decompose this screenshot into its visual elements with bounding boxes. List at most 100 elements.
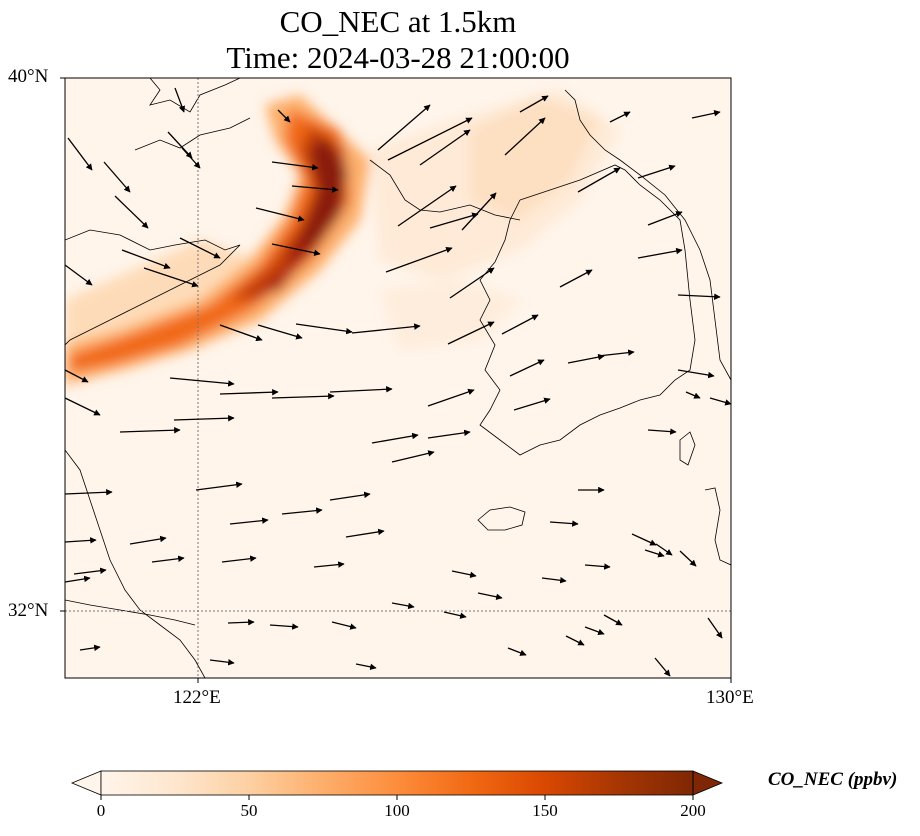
wind-arrow	[647, 428, 677, 435]
wind-arrow	[103, 161, 131, 193]
wind-arrow	[65, 369, 89, 383]
wind-arrow	[707, 617, 723, 639]
wind-arrow	[609, 111, 631, 123]
wind-arrow	[584, 626, 605, 636]
map-time-subtitle: Time: 2024-03-28 21:00:00	[226, 40, 570, 75]
wind-arrow	[427, 388, 475, 407]
wind-arrow	[65, 489, 113, 496]
wind-vectors	[65, 87, 731, 677]
colorbar-tick-label: 200	[680, 801, 706, 820]
wind-arrow	[461, 192, 497, 231]
wind-arrow	[391, 450, 435, 463]
wind-arrow	[507, 647, 527, 656]
wind-arrow	[655, 543, 673, 556]
wind-arrow	[195, 481, 243, 491]
lon-tick-122: 122°E	[173, 687, 221, 708]
wind-arrow	[654, 657, 671, 677]
colorbar-label: CO_NEC (ppbv)	[768, 769, 898, 790]
lat-tick-40: 40°N	[8, 66, 49, 87]
wind-arrow	[371, 432, 419, 444]
wind-arrow	[269, 623, 299, 630]
wind-arrow	[685, 391, 701, 399]
colorbar-tick-label: 0	[96, 801, 106, 820]
wind-arrow	[65, 264, 93, 286]
wind-arrow	[677, 293, 721, 300]
wind-arrow	[451, 570, 477, 578]
wind-arrow	[397, 185, 457, 227]
colorbar-tick-label: 100	[384, 801, 410, 820]
wind-arrow	[169, 377, 235, 387]
wind-arrow	[504, 117, 546, 156]
wind-arrow	[501, 314, 539, 335]
wind-arrow	[559, 269, 593, 288]
wind-arrow	[173, 414, 235, 422]
wind-arrow	[277, 109, 291, 123]
wind-arrow	[329, 491, 371, 501]
wind-arrow	[577, 167, 621, 193]
wind-arrow	[387, 117, 473, 161]
wind-arrow	[677, 369, 715, 379]
wind-arrow	[597, 349, 635, 357]
wind-arrow	[647, 211, 683, 226]
wind-arrow	[449, 267, 495, 299]
wind-arrow	[429, 212, 479, 229]
wind-arrow	[65, 397, 101, 416]
wind-arrow	[114, 195, 149, 229]
wind-arrow	[121, 249, 171, 269]
wind-arrow	[257, 324, 303, 340]
wind-arrow	[377, 104, 431, 151]
wind-arrow	[427, 429, 471, 439]
wind-arrow	[477, 592, 503, 600]
colorbar-tick-label: 150	[532, 801, 558, 820]
wind-arrow	[679, 550, 697, 567]
wind-arrow	[519, 95, 549, 113]
wind-arrow	[541, 577, 567, 584]
wind-arrow	[219, 324, 263, 342]
wind-arrow	[271, 392, 335, 400]
wind-arrow	[391, 602, 415, 610]
colorbar-tick-label: 50	[240, 801, 258, 820]
wind-arrow	[73, 567, 107, 575]
wind-arrow	[345, 528, 385, 538]
coastlines	[65, 78, 731, 678]
wind-arrow	[67, 137, 93, 171]
wind-arrow	[179, 237, 221, 259]
wind-arrow	[549, 520, 579, 527]
wind-arrow	[221, 555, 257, 563]
wind-arrow	[313, 561, 345, 568]
wind-arrow	[513, 397, 551, 411]
concentration-field	[65, 90, 620, 385]
lon-tick-130: 130°E	[706, 687, 754, 708]
wind-arrow	[567, 353, 605, 364]
colorbar-extend-min	[70, 770, 102, 796]
wind-arrow	[209, 659, 235, 666]
wind-arrow	[447, 321, 495, 345]
wind-arrow	[281, 507, 323, 515]
wind-arrow	[181, 147, 201, 169]
wind-arrow	[271, 243, 321, 256]
wind-arrow	[637, 247, 683, 259]
wind-arrow	[565, 635, 585, 646]
wind-arrow	[637, 164, 676, 179]
wind-arrow	[509, 359, 545, 377]
wind-arrow	[295, 323, 353, 335]
wind-arrow	[119, 426, 181, 434]
wind-arrow	[167, 131, 193, 159]
wind-arrow	[644, 549, 665, 558]
wind-arrow	[329, 386, 393, 393]
colorbar-extend-max	[692, 770, 724, 796]
wind-arrow	[65, 537, 97, 544]
wind-arrow	[79, 644, 101, 652]
wind-arrow	[385, 246, 453, 273]
wind-arrow	[584, 563, 611, 570]
wind-arrow	[255, 207, 305, 222]
wind-arrow	[229, 517, 269, 525]
wind-arrow	[219, 388, 279, 396]
wind-arrow	[351, 323, 421, 334]
wind-arrow	[603, 614, 623, 626]
wind-arrow	[227, 618, 255, 626]
colorbar-gradient	[101, 771, 693, 795]
wind-arrow	[174, 87, 185, 113]
